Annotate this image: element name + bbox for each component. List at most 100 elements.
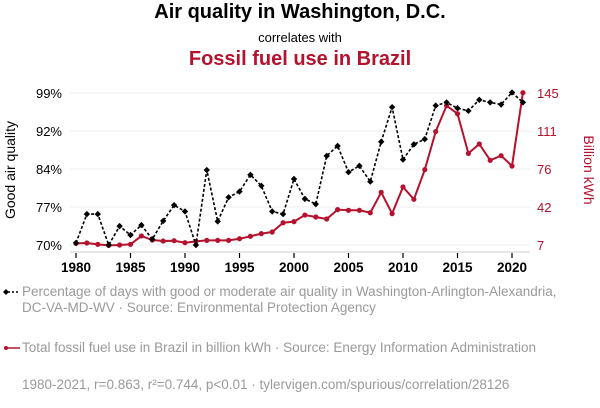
- fossil-fuel-point: [84, 240, 90, 246]
- fossil-fuel-point: [171, 238, 177, 244]
- air-quality-point: [301, 195, 309, 203]
- air-quality-point: [94, 210, 101, 218]
- right-tick-label: 42: [537, 200, 551, 215]
- left-axis-ticks: 70% 77% 84% 92% 99%: [36, 86, 62, 253]
- air-quality-point: [247, 171, 254, 178]
- air-quality-line: [75, 91, 524, 247]
- air-quality-point: [105, 241, 112, 249]
- air-quality-point: [454, 105, 461, 112]
- fossil-fuel-point: [389, 211, 395, 217]
- air-quality-point: [432, 102, 439, 109]
- fossil-fuel-point: [400, 184, 406, 190]
- air-quality-point: [367, 178, 374, 185]
- right-tick-label: 7: [537, 238, 544, 253]
- air-quality-point: [170, 201, 178, 209]
- air-quality-point: [443, 99, 450, 106]
- right-tick-label: 76: [537, 162, 551, 177]
- fossil-fuel-point: [345, 207, 352, 213]
- fossil-fuel-point: [95, 241, 101, 247]
- fossil-fuel-point: [182, 240, 188, 246]
- fossil-fuel-point: [422, 167, 428, 173]
- dashed-diamond-line-icon: [3, 289, 20, 295]
- left-tick-label: 77%: [36, 200, 62, 215]
- air-quality-point: [149, 236, 156, 243]
- fossil-fuel-point: [236, 236, 243, 242]
- left-tick-label: 70%: [36, 238, 62, 253]
- gridlines: [70, 92, 530, 246]
- right-axis-ticks: 7 42 76 111 145: [537, 86, 559, 253]
- fossil-fuel-point: [226, 237, 232, 243]
- air-quality-point: [388, 103, 396, 111]
- left-tick-label: 92%: [36, 124, 62, 139]
- fossil-fuel-point: [509, 163, 515, 169]
- air-quality-point: [192, 241, 200, 249]
- fossil-fuel-point: [520, 90, 526, 96]
- air-quality-point: [72, 239, 80, 247]
- air-quality-point: [378, 138, 385, 145]
- left-tick-label: 84%: [36, 162, 62, 177]
- fossil-fuel-point: [160, 238, 166, 244]
- air-quality-point: [138, 221, 145, 229]
- fossil-fuel-point: [313, 214, 319, 220]
- fossil-fuel-point: [444, 103, 450, 109]
- air-quality-point: [269, 208, 276, 215]
- chart-title: Air quality in Washington, D.C.: [154, 1, 446, 23]
- fossil-fuel-point: [378, 189, 384, 195]
- x-tick-label: 2005: [333, 260, 364, 275]
- x-tick-label: 2010: [388, 260, 418, 275]
- chart-title-secondary: Fossil fuel use in Brazil: [188, 48, 412, 70]
- fossil-fuel-point: [324, 216, 330, 222]
- fossil-fuel-point: [498, 153, 504, 159]
- fossil-fuel-point: [302, 212, 308, 218]
- fossil-fuel-point: [454, 111, 461, 117]
- air-quality-point: [487, 99, 494, 106]
- fossil-fuel-point: [117, 242, 123, 248]
- fossil-fuel-point: [258, 231, 264, 237]
- footer-stats: 1980-2021, r=0.863, r²=0.744, p<0.01 · t…: [22, 377, 510, 392]
- air-quality-point: [410, 141, 418, 148]
- air-quality-point: [225, 194, 232, 201]
- fossil-fuel-point: [356, 207, 362, 213]
- air-quality-point: [356, 162, 363, 170]
- right-tick-label: 111: [537, 124, 557, 139]
- chart-connector: correlates with: [258, 30, 342, 45]
- left-axis-label: Good air quality: [2, 121, 18, 219]
- x-tick-label: 1980: [61, 260, 91, 275]
- air-quality-point: [236, 188, 243, 195]
- air-quality-point: [258, 182, 265, 189]
- fossil-fuel-point: [215, 237, 221, 243]
- x-tick-label: 1995: [224, 260, 255, 275]
- fossil-fuel-point: [476, 141, 482, 147]
- fossil-fuel-point: [367, 210, 373, 216]
- air-quality-point: [290, 175, 298, 183]
- air-quality-point: [519, 99, 527, 106]
- fossil-fuel-point: [487, 157, 493, 163]
- x-tick-label: 2015: [442, 260, 473, 275]
- air-quality-point: [334, 142, 341, 150]
- air-quality-point: [465, 107, 472, 115]
- air-quality-point: [345, 168, 352, 176]
- air-quality-point: [181, 208, 189, 215]
- x-tick-label: 1985: [115, 260, 146, 275]
- fossil-fuel-point: [291, 219, 297, 225]
- fossil-fuel-point: [127, 241, 134, 247]
- air-quality-point: [116, 222, 123, 230]
- fossil-fuel-point: [204, 237, 210, 243]
- air-quality-point: [399, 156, 407, 163]
- x-tick-label: 1990: [170, 260, 200, 275]
- air-quality-point: [279, 210, 287, 218]
- fossil-fuel-point: [433, 128, 439, 135]
- air-quality-point: [127, 231, 134, 239]
- air-quality-point: [497, 101, 505, 108]
- fossil-fuel-point: [247, 233, 253, 239]
- x-tick-label: 2000: [279, 260, 309, 275]
- fossil-fuel-point: [138, 233, 144, 239]
- air-quality-point: [323, 152, 330, 160]
- air-quality-point: [312, 200, 319, 208]
- chart-area: 70% 77% 84% 92% 99% 7 42 76 111 145 1980 1985 1990…: [2, 86, 597, 275]
- legend-label-fossil-fuel: Total fossil fuel use in Brazil in billi…: [22, 340, 536, 355]
- fossil-fuel-point: [335, 207, 341, 213]
- solid-dot-line-icon: [4, 346, 20, 350]
- left-tick-label: 99%: [36, 86, 62, 101]
- right-axis-label: Billion kWh: [581, 135, 597, 204]
